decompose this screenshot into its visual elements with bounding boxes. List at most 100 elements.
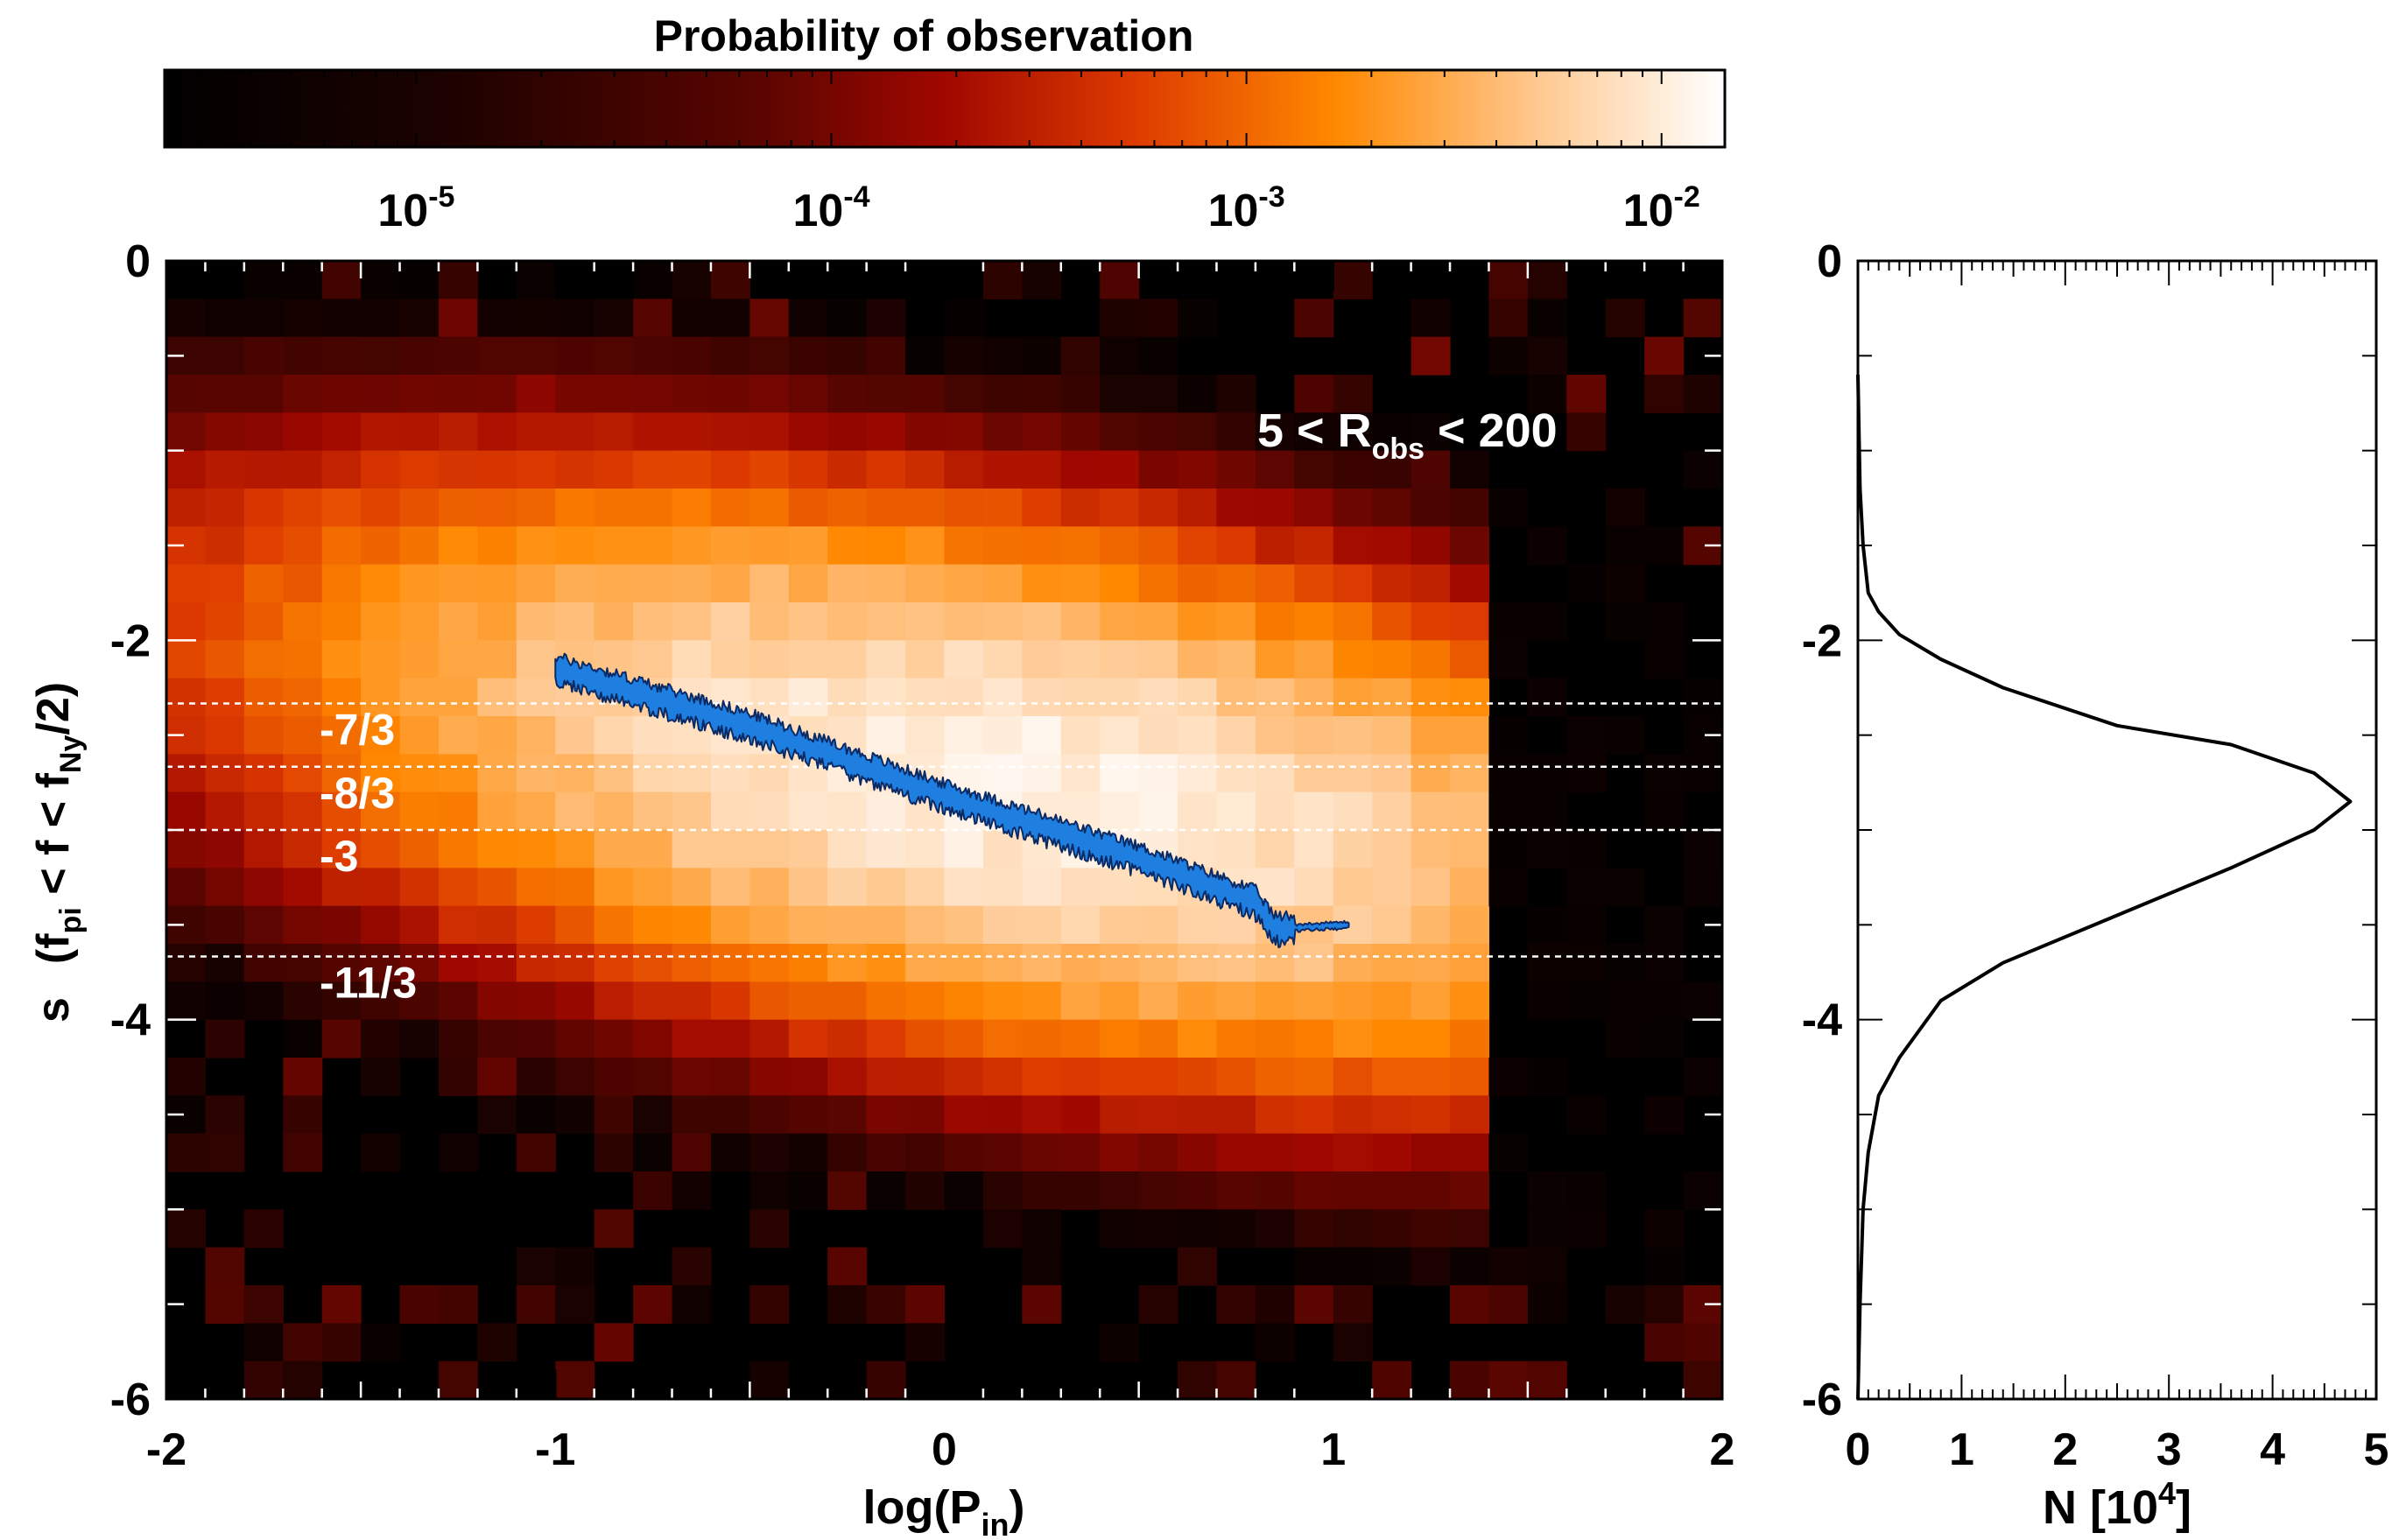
heatmap-cell	[1178, 564, 1218, 603]
heatmap-cell	[1022, 336, 1062, 376]
heatmap-cell	[243, 716, 284, 755]
heatmap-cell	[982, 336, 1023, 376]
x-tick-label: 1	[1320, 1424, 1346, 1475]
heatmap-cell	[633, 981, 673, 1021]
heatmap-cell	[1372, 1019, 1412, 1058]
heatmap-cell	[1450, 526, 1490, 566]
reference-lines	[166, 702, 1722, 958]
heatmap-cell	[166, 450, 207, 489]
heatmap-cell	[905, 489, 946, 527]
heatmap-cell	[243, 526, 284, 566]
heatmap-cell	[1216, 981, 1256, 1021]
heatmap-cell	[1060, 564, 1101, 603]
heatmap-cell	[672, 1058, 712, 1096]
heatmap-cell	[1450, 1095, 1490, 1135]
heatmap-cell	[1216, 564, 1256, 603]
heatmap-cell	[827, 489, 868, 527]
heatmap-cell	[243, 564, 284, 603]
heatmap-cell	[1060, 375, 1101, 413]
heatmap-cell	[866, 1095, 906, 1135]
heatmap-cell	[788, 830, 828, 868]
heatmap-cell	[827, 1133, 868, 1172]
heatmap-cell	[1138, 981, 1178, 1021]
heatmap-cell	[1178, 1095, 1218, 1135]
heatmap-cell	[866, 868, 906, 907]
heatmap-cell	[283, 905, 323, 945]
heatmap-cell	[361, 564, 401, 603]
heatmap-cell	[710, 944, 750, 982]
heatmap-cell	[866, 1361, 906, 1399]
heatmap-cell	[1294, 944, 1334, 982]
heatmap-cell	[1138, 412, 1178, 452]
heatmap-cell	[361, 678, 401, 717]
heatmap-cell	[1450, 489, 1490, 527]
heatmap-cell	[982, 1171, 1023, 1210]
heatmap-cell	[866, 336, 906, 376]
heatmap-cell	[710, 1019, 750, 1058]
heatmap-cell	[749, 412, 790, 452]
heatmap-cell	[243, 375, 284, 413]
heatmap-cell	[866, 564, 906, 603]
heatmap-cell	[477, 602, 517, 641]
heatmap-cell	[905, 1171, 946, 1210]
heatmap-cell	[283, 754, 323, 793]
heatmap-cell	[710, 754, 750, 793]
heatmap-cell	[1178, 450, 1218, 489]
heatmap-cell	[1022, 526, 1062, 566]
heatmap-cell	[1333, 754, 1373, 793]
heatmap-cell	[1138, 1285, 1178, 1324]
heatmap-cell	[438, 602, 478, 641]
heatmap-cell	[827, 1247, 868, 1286]
heatmap-cell	[1333, 678, 1373, 717]
heatmap-cell	[1566, 1171, 1607, 1210]
heatmap-cell	[1372, 1171, 1412, 1210]
heatmap-cell	[788, 868, 828, 907]
heatmap-cell	[594, 1323, 634, 1362]
heatmap-cell	[594, 375, 634, 413]
heatmap-cell	[205, 868, 245, 907]
heatmap-cell	[555, 981, 595, 1021]
heatmap-cell	[1294, 1019, 1334, 1058]
heatmap-cell	[944, 450, 984, 489]
reference-line-label: -8/3	[320, 769, 395, 818]
heatmap-cell	[982, 754, 1023, 793]
heatmap-cell	[594, 716, 634, 755]
heatmap-cell	[1450, 1019, 1490, 1058]
heatmap-cell	[672, 1019, 712, 1058]
heatmap-cell	[1255, 564, 1295, 603]
heatmap-cell	[1216, 944, 1256, 982]
heatmap-cell	[982, 944, 1023, 982]
heatmap-cell	[944, 905, 984, 945]
heatmap-cell	[1644, 905, 1685, 945]
heatmap-cell	[905, 1095, 946, 1135]
heatmap-cell	[321, 336, 362, 376]
heatmap-cell	[321, 716, 362, 755]
heatmap-cell	[633, 489, 673, 527]
heatmap-cell	[555, 716, 595, 755]
heatmap-cell	[243, 299, 284, 338]
heatmap-cell	[1683, 1361, 1722, 1399]
heatmap-cell	[399, 678, 440, 717]
heatmap-cell	[243, 450, 284, 489]
heatmap-cell	[1294, 830, 1334, 868]
heatmap-cell	[1216, 678, 1256, 717]
heatmap-cell	[361, 1019, 401, 1058]
heatmap-cell	[205, 791, 245, 831]
heatmap-cell	[1488, 1058, 1529, 1096]
heatmap-cell	[1411, 830, 1451, 868]
heatmap-cell	[1255, 830, 1295, 868]
heatmap-cell	[1683, 450, 1722, 489]
heatmap-cell	[1333, 564, 1373, 603]
heatmap-cell	[555, 905, 595, 945]
heatmap-cell	[1566, 564, 1607, 603]
heatmap-cell	[166, 640, 207, 679]
heatmap-cell	[982, 830, 1023, 868]
heatmap-cell	[1255, 412, 1295, 452]
heatmap-cell	[1605, 1019, 1645, 1058]
heatmap-cell	[1022, 1209, 1062, 1248]
heatmap-cell	[283, 1361, 323, 1399]
heatmap-cell	[827, 830, 868, 868]
heatmap-frame	[165, 259, 1724, 1401]
x-tick-label: 2	[2052, 1424, 2078, 1475]
heatmap-cell	[1100, 1133, 1140, 1172]
